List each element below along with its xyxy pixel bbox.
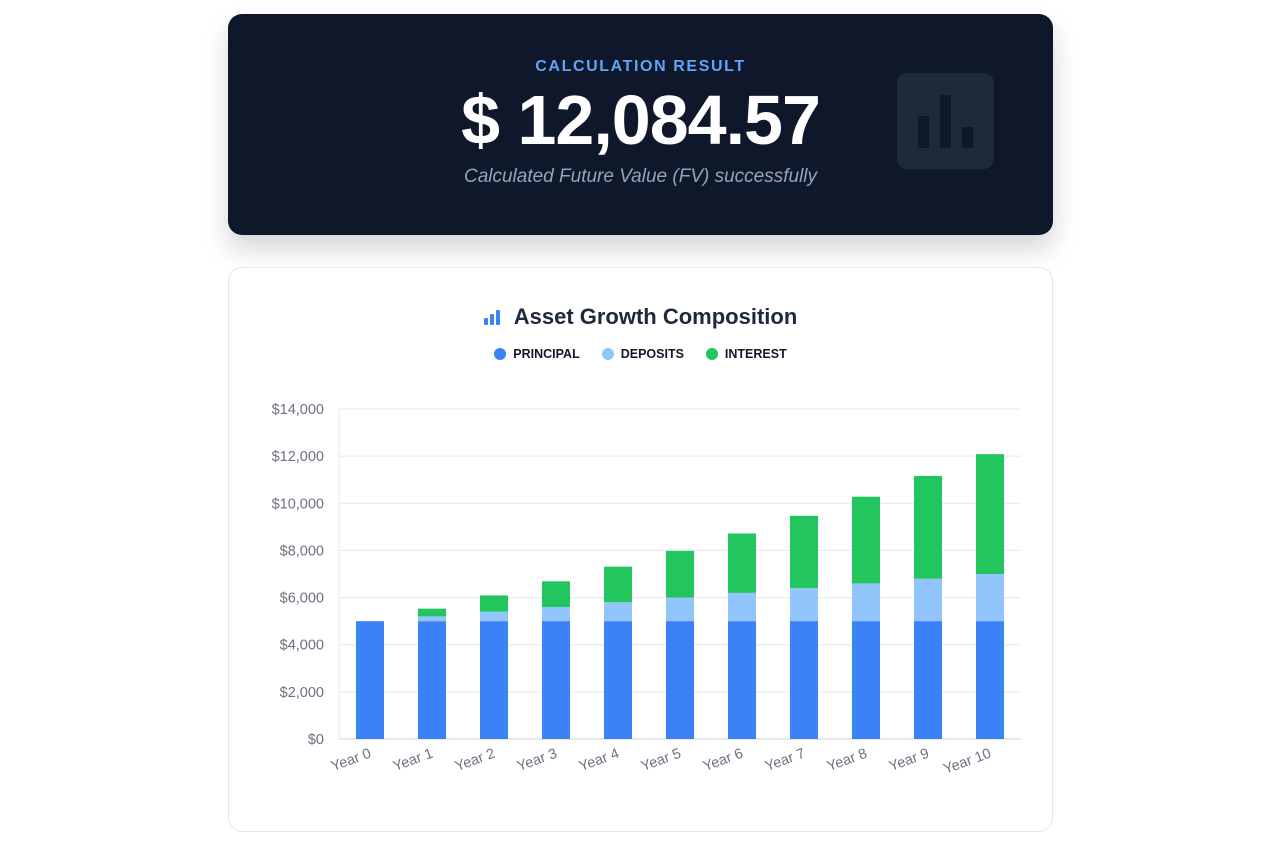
y-tick-label: $2,000 [280,685,324,701]
x-tick-label: Year 6 [701,746,745,775]
legend-dot-principal [494,348,507,360]
chart-title: Asset Growth Composition [229,304,1052,330]
x-tick-label: Year 4 [577,746,621,775]
legend-label-principal: PRINCIPAL [513,347,580,361]
bar-deposits [418,616,446,622]
bar-principal [542,621,570,739]
chart-card: $0 $2,000 $4,000 $6,000 $8,000 $10,000 $12,000… [228,267,1053,832]
chart-legend: PRINCIPAL DEPOSITS INTEREST [229,347,1052,361]
result-value: $ 12,084.57 [461,81,821,159]
bar-principal [728,621,756,739]
x-tick-label: Year 0 [329,746,373,775]
y-tick-label: $12,000 [272,449,324,465]
bar-interest [604,566,632,603]
x-tick-label: Year 3 [515,746,559,775]
chart-title-text: Asset Growth Composition [513,304,798,329]
bar-principal [914,621,942,739]
legend-label-interest: INTEREST [724,347,787,361]
y-tick-label: $0 [308,732,324,748]
x-tick-label: Year 2 [453,746,497,775]
bar-interest [914,475,942,579]
result-subtitle: Calculated Future Value (FV) successfull… [463,166,818,187]
bar-deposits [666,597,694,622]
bar-deposits [480,611,508,622]
legend-label-deposits: DEPOSITS [620,347,684,361]
legend-item-deposits[interactable]: DEPOSITS [601,347,684,361]
bar-deposits [852,583,880,622]
bar-principal [852,621,880,739]
x-tick-label: Year 9 [887,746,931,775]
y-tick-label: $14,000 [272,402,324,418]
result-label: CALCULATION RESULT [535,58,746,75]
bar-interest [852,496,880,584]
bar-principal [418,621,446,739]
bar-deposits [728,592,756,622]
growth-chart: $0 $2,000 $4,000 $6,000 $8,000 $10,000 $12,000… [272,402,1021,778]
bar-interest [666,550,694,598]
legend-item-interest[interactable]: INTEREST [705,347,787,361]
y-tick-label: $6,000 [280,591,324,607]
bar-interest [542,581,570,607]
legend-dot-deposits [601,348,614,360]
x-tick-label: Year 1 [391,746,435,775]
bar-deposits [976,574,1004,622]
legend-item-principal[interactable]: PRINCIPAL [494,347,580,361]
x-tick-label: Year 5 [639,746,683,775]
bar-principal [666,621,694,739]
bar-principal [604,621,632,739]
bar-interest [976,454,1004,574]
x-tick-label: Year 7 [763,746,807,775]
x-tick-label: Year 10 [941,746,993,778]
result-card: CALCULATION RESULT $ 12,084.57 Calculate… [228,14,1053,235]
bar-principal [480,621,508,739]
bar-interest [480,595,508,612]
bar-deposits [790,588,818,622]
y-tick-label: $4,000 [280,638,324,654]
bar-principal [976,621,1004,739]
bar-deposits [542,607,570,622]
bar-interest [418,608,446,617]
y-tick-label: $10,000 [272,496,324,512]
legend-dot-interest [705,348,718,360]
bar-interest [728,533,756,593]
bar-deposits [604,602,632,622]
bar-principal [356,621,384,739]
x-tick-label: Year 8 [825,746,869,775]
y-tick-label: $8,000 [280,543,324,559]
chart-bars-icon [483,309,504,325]
bar-principal [790,621,818,739]
bar-chart-icon [897,73,994,169]
bar-deposits [914,578,942,622]
bar-interest [790,515,818,589]
